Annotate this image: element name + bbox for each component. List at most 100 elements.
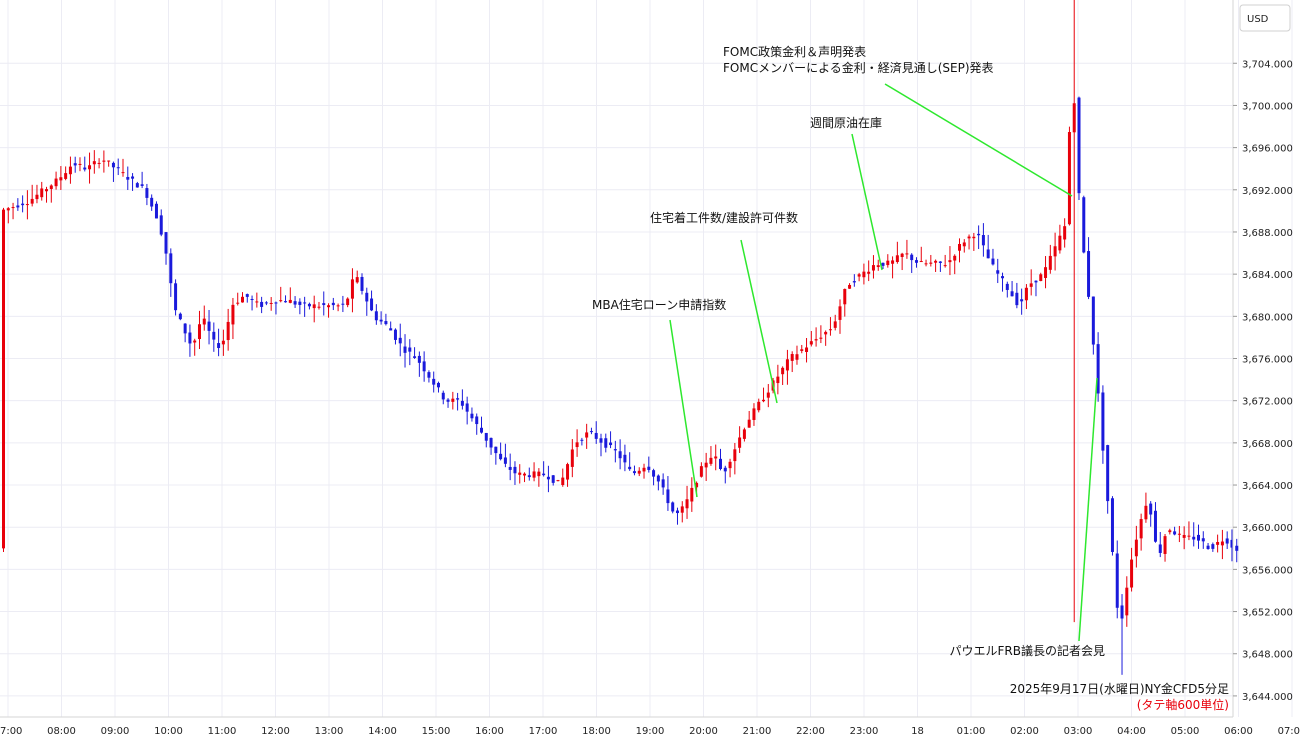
- candle-body: [207, 321, 211, 331]
- candle-body: [1067, 132, 1071, 225]
- candle-body: [1206, 545, 1210, 550]
- candle-body: [1139, 519, 1143, 539]
- candle-body: [393, 329, 397, 340]
- candle-body: [585, 432, 589, 438]
- candle-body: [852, 281, 856, 283]
- candle-body: [1029, 283, 1033, 287]
- candle-body: [800, 349, 804, 351]
- candle-body: [809, 341, 813, 345]
- candle-body: [422, 361, 426, 372]
- x-tick-label: 14:00: [368, 726, 397, 737]
- x-tick-label: 05:00: [1171, 726, 1200, 737]
- candle-body: [1020, 299, 1024, 302]
- annotation-lines: [669, 83, 1098, 642]
- candle-body: [250, 298, 254, 300]
- candle-body: [107, 160, 111, 162]
- candle-body: [570, 449, 574, 467]
- candle-body: [202, 318, 206, 325]
- candle-body: [776, 376, 780, 384]
- candle-body: [154, 203, 158, 219]
- candle-body: [40, 188, 44, 198]
- candle-body: [150, 197, 154, 207]
- candle-body: [1044, 267, 1048, 278]
- candle-body: [365, 292, 369, 302]
- annotation-text: パウエルFRB議長の記者会見: [950, 643, 1105, 658]
- candle-body: [719, 458, 722, 469]
- candle-body: [905, 253, 909, 255]
- candle-body: [1197, 534, 1200, 541]
- candle-body: [589, 431, 593, 433]
- candle-body: [197, 324, 201, 340]
- candle-body: [274, 302, 278, 304]
- x-tick-label: 09:00: [101, 726, 130, 737]
- y-tick-label: 3,680.000: [1242, 312, 1293, 323]
- x-tick-label: 11:00: [208, 726, 237, 737]
- candle-body: [441, 392, 445, 400]
- candle-body: [838, 306, 842, 320]
- x-tick-label: 23:00: [850, 726, 879, 737]
- candle-body: [269, 302, 273, 304]
- candle-body: [298, 301, 302, 305]
- candle-body: [408, 347, 412, 352]
- candle-body: [857, 274, 861, 277]
- candle-body: [924, 263, 928, 265]
- candle-body: [284, 301, 288, 303]
- candle-body: [255, 301, 259, 303]
- candle-body: [260, 301, 264, 307]
- candle-body: [546, 476, 550, 480]
- candle-body: [499, 453, 503, 460]
- candle-body: [1058, 235, 1062, 251]
- candle-body: [695, 482, 699, 488]
- candle-body: [307, 303, 311, 307]
- candle-body: [126, 176, 130, 180]
- candle-body: [1001, 276, 1005, 279]
- currency-label: USD: [1247, 14, 1269, 25]
- candle-body: [757, 401, 761, 411]
- candle-body: [374, 311, 378, 321]
- candle-body: [1144, 505, 1148, 520]
- candle-body: [312, 304, 316, 309]
- y-tick-label: 3,660.000: [1242, 523, 1293, 534]
- candle-body: [599, 438, 603, 443]
- candle-body: [59, 177, 63, 181]
- x-tick-label: 18:00: [582, 726, 611, 737]
- candle-body: [288, 299, 292, 303]
- candle-body: [360, 276, 364, 291]
- candle-body: [1010, 291, 1014, 297]
- candles: [2, 0, 1239, 675]
- candle-body: [647, 466, 651, 470]
- candle-body: [580, 439, 584, 441]
- candle-body: [73, 163, 77, 166]
- candle-body: [508, 466, 512, 470]
- candle-body: [1130, 559, 1134, 588]
- candle-body: [828, 329, 832, 331]
- candle-body: [480, 427, 483, 433]
- x-tick-label: 17:00: [529, 726, 558, 737]
- candle-body: [317, 306, 321, 308]
- candle-body: [1101, 392, 1105, 451]
- candle-body: [1235, 545, 1239, 551]
- x-tick-label: 02:00: [1010, 726, 1039, 737]
- candle-body: [981, 235, 985, 246]
- candle-body: [566, 464, 570, 480]
- candle-body: [1110, 498, 1114, 552]
- candle-body: [293, 301, 297, 305]
- candle-body: [49, 185, 53, 189]
- y-tick-label: 3,700.000: [1242, 101, 1293, 112]
- candle-body: [6, 208, 10, 211]
- candle-body: [914, 260, 918, 263]
- candle-body: [1106, 445, 1110, 502]
- candle-body: [212, 331, 216, 340]
- candle-body: [446, 399, 450, 402]
- candle-body: [188, 332, 192, 344]
- candle-body: [116, 167, 120, 169]
- candle-body: [675, 510, 679, 514]
- candle-body: [83, 167, 87, 170]
- candle-body: [102, 160, 106, 162]
- candle-body: [341, 303, 345, 305]
- candle-body: [948, 260, 952, 263]
- candle-body: [1120, 605, 1124, 619]
- candle-body: [886, 260, 890, 266]
- candle-body: [733, 449, 737, 462]
